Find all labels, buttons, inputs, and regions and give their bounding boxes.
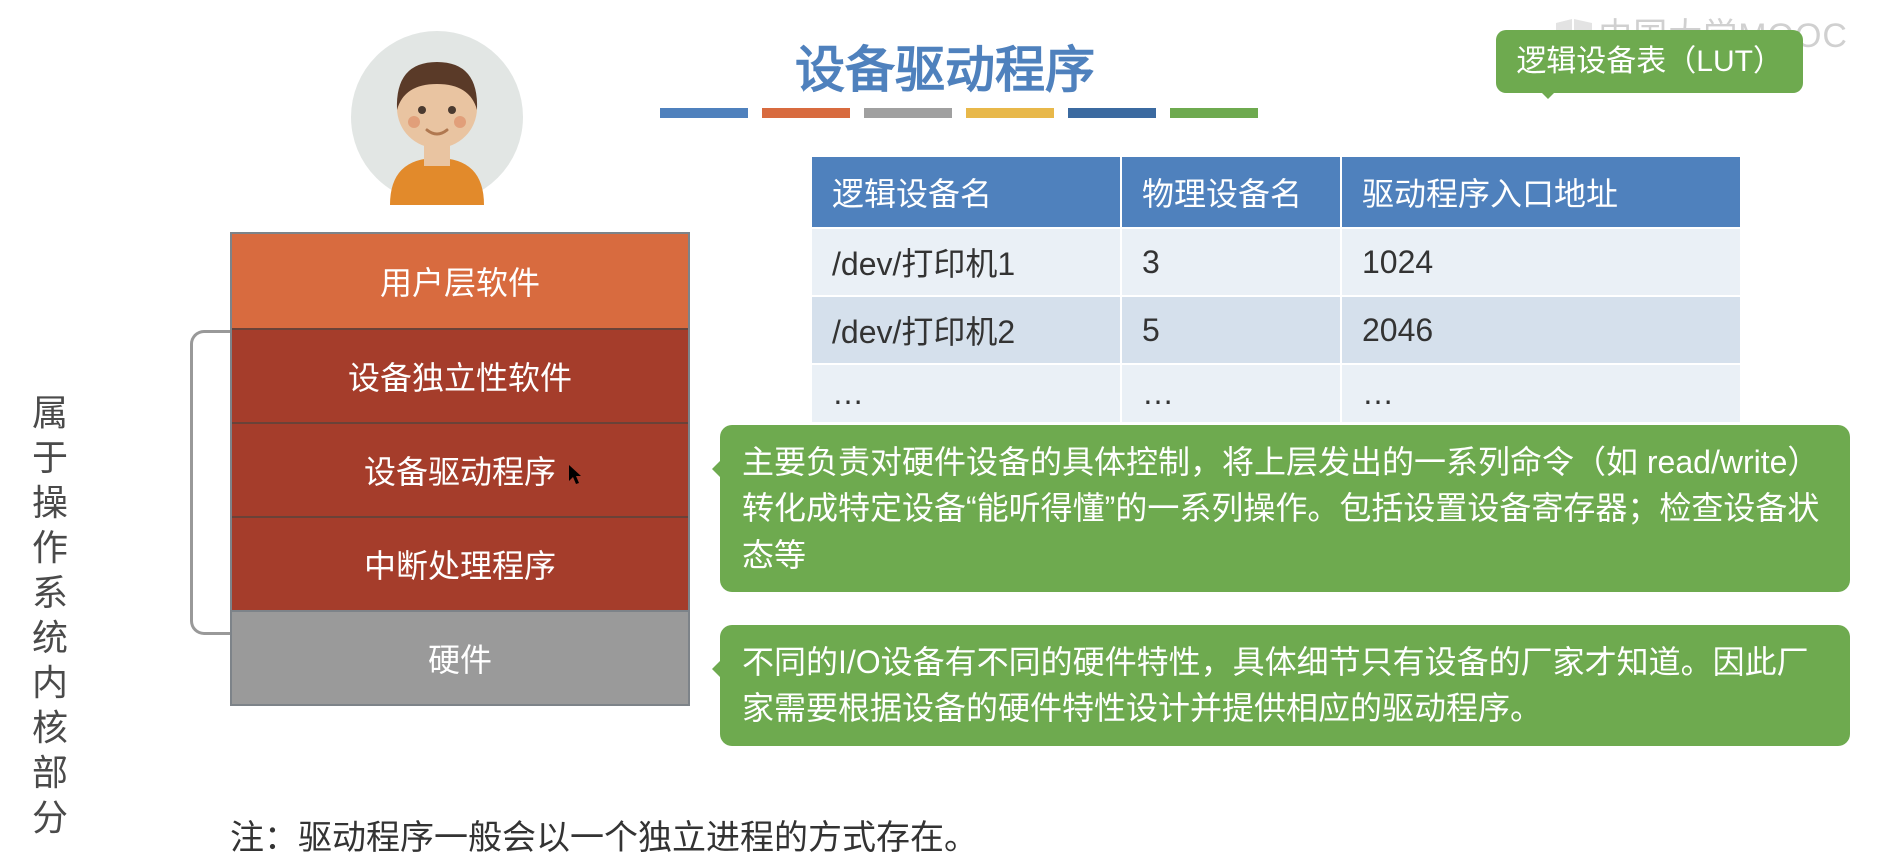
- title-underline: [660, 108, 1258, 118]
- dash-3: [864, 108, 952, 118]
- layer-user-software: 用户层软件: [232, 234, 688, 328]
- table-row: /dev/打印机1 3 1024: [811, 228, 1741, 296]
- vendor-driver-callout: 不同的I/O设备有不同的硬件特性，具体细节只有设备的厂家才知道。因此厂家需要根据…: [720, 625, 1850, 746]
- layer-hardware: 硬件: [232, 610, 688, 704]
- dash-2: [762, 108, 850, 118]
- lut-callout: 逻辑设备表（LUT）: [1496, 30, 1803, 93]
- layer-device-driver: 设备驱动程序: [232, 422, 688, 516]
- dash-1: [660, 108, 748, 118]
- table-row: /dev/打印机2 5 2046: [811, 296, 1741, 364]
- layer-device-indep: 设备独立性软件: [232, 328, 688, 422]
- table-header-row: 逻辑设备名 物理设备名 驱动程序入口地址: [811, 156, 1741, 228]
- dash-5: [1068, 108, 1156, 118]
- user-avatar: [350, 30, 525, 205]
- footnote: 注：驱动程序一般会以一个独立进程的方式存在。: [230, 810, 978, 859]
- mouse-cursor-icon: [569, 465, 585, 491]
- layer-interrupt: 中断处理程序: [232, 516, 688, 610]
- dash-6: [1170, 108, 1258, 118]
- io-layer-stack: 用户层软件 设备独立性软件 设备驱动程序 中断处理程序 硬件: [230, 232, 690, 706]
- col-physical-name: 物理设备名: [1121, 156, 1341, 228]
- kernel-bracket: [190, 330, 230, 635]
- page-title: 设备驱动程序: [795, 30, 1095, 102]
- table-row: … … …: [811, 364, 1741, 423]
- col-logical-name: 逻辑设备名: [811, 156, 1121, 228]
- kernel-side-label: 属于操作系统内核部分: [30, 390, 70, 840]
- col-driver-entry: 驱动程序入口地址: [1341, 156, 1741, 228]
- driver-description-callout: 主要负责对硬件设备的具体控制，将上层发出的一系列命令（如 read/write）…: [720, 425, 1850, 592]
- dash-4: [966, 108, 1054, 118]
- lut-table: 逻辑设备名 物理设备名 驱动程序入口地址 /dev/打印机1 3 1024 /d…: [810, 155, 1742, 424]
